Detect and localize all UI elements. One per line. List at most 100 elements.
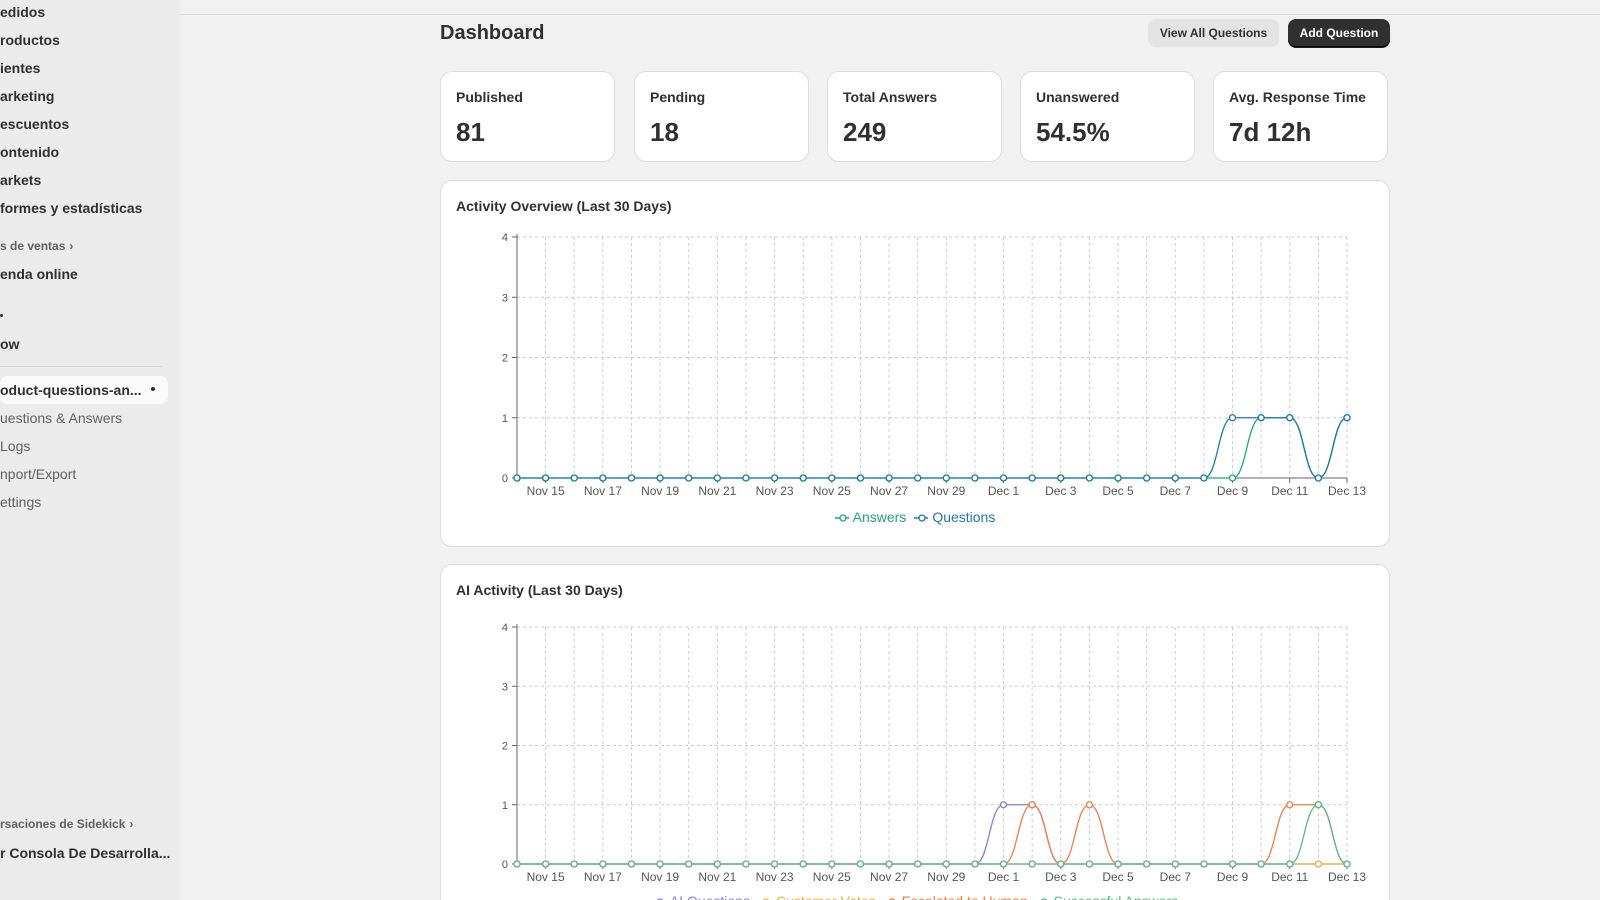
data-point[interactable] <box>1114 860 1122 868</box>
data-point[interactable] <box>971 474 979 482</box>
data-point[interactable] <box>856 474 865 482</box>
data-point[interactable] <box>1171 474 1179 482</box>
stat-label: Pending <box>650 89 706 105</box>
y-tick-label: 4 <box>502 232 508 244</box>
data-point[interactable] <box>1228 860 1237 868</box>
data-point[interactable] <box>1200 860 1208 868</box>
data-point[interactable] <box>1028 860 1036 868</box>
data-point[interactable] <box>770 474 779 482</box>
data-point[interactable] <box>1085 860 1094 868</box>
data-point[interactable] <box>1228 474 1237 482</box>
sidebar-subitem-logs[interactable]: Logs <box>0 438 31 454</box>
sidebar-item-dev-console[interactable]: r Consola De Desarrolla... <box>0 845 171 861</box>
sidekick-heading[interactable]: rsaciones de Sidekick › <box>0 812 133 836</box>
sidebar-item-marketing[interactable]: arketing <box>0 88 55 104</box>
data-point[interactable] <box>599 474 607 482</box>
data-point[interactable] <box>742 860 750 868</box>
data-point[interactable] <box>1286 860 1294 868</box>
data-point[interactable] <box>1057 474 1065 482</box>
data-point[interactable] <box>1057 860 1065 868</box>
sidebar-item-reports[interactable]: formes y estadísticas <box>0 200 143 216</box>
data-point[interactable] <box>685 860 693 868</box>
data-point[interactable] <box>1085 801 1094 809</box>
data-point[interactable] <box>770 860 779 868</box>
data-point[interactable] <box>1314 801 1323 809</box>
data-point[interactable] <box>1343 414 1351 422</box>
sidebar-item-online-store[interactable]: enda online <box>0 266 78 282</box>
data-point[interactable] <box>627 860 636 868</box>
data-point[interactable] <box>914 860 922 868</box>
legend-item[interactable]: Successful Answers <box>1036 891 1178 900</box>
data-point[interactable] <box>828 860 836 868</box>
sidebar-item-active-app[interactable] <box>0 376 168 404</box>
sidebar-item-active-app-label[interactable]: oduct-questions-an... <box>0 382 142 398</box>
sales-channels-heading[interactable]: s de ventas › <box>0 234 73 258</box>
legend-item[interactable]: Escalated to Human <box>884 891 1028 900</box>
sidebar-item-customers[interactable]: ientes <box>0 60 41 76</box>
data-point[interactable] <box>1171 860 1179 868</box>
data-point[interactable] <box>742 474 750 482</box>
data-point[interactable] <box>1257 860 1265 868</box>
data-point[interactable] <box>656 860 664 868</box>
data-point[interactable] <box>513 860 521 868</box>
data-point[interactable] <box>1114 474 1122 482</box>
data-point[interactable] <box>1343 860 1351 868</box>
sidebar-subitem-questions-answers[interactable]: uestions & Answers <box>0 410 123 426</box>
data-point[interactable] <box>513 474 521 482</box>
data-point[interactable] <box>570 860 578 868</box>
sidebar-item-discounts[interactable]: escuentos <box>0 116 70 132</box>
data-point[interactable] <box>1286 801 1294 809</box>
legend-item[interactable]: AI Questions <box>652 891 750 900</box>
data-point[interactable] <box>541 860 550 868</box>
sidebar-subitem-settings[interactable]: ettings <box>0 494 42 510</box>
series-line <box>517 804 1348 865</box>
legend-item[interactable]: Questions <box>914 507 995 527</box>
data-point[interactable] <box>713 474 721 482</box>
data-point[interactable] <box>828 474 836 482</box>
data-point[interactable] <box>1228 414 1237 422</box>
data-point[interactable] <box>570 474 578 482</box>
legend-item[interactable]: Answers <box>834 507 906 527</box>
x-tick-label: Dec 5 <box>1102 870 1134 884</box>
data-point[interactable] <box>1286 414 1294 422</box>
data-point[interactable] <box>942 860 950 868</box>
sidebar-item-content[interactable]: ontenido <box>0 144 60 160</box>
data-point[interactable] <box>656 474 664 482</box>
legend-item[interactable]: Customer Votes <box>758 891 876 900</box>
data-point[interactable] <box>1028 801 1036 809</box>
sidebar-item-products[interactable]: roductos <box>0 32 60 48</box>
add-question-button[interactable]: Add Question <box>1288 19 1390 47</box>
data-point[interactable] <box>541 474 550 482</box>
data-point[interactable] <box>999 801 1008 809</box>
data-point[interactable] <box>885 860 893 868</box>
data-point[interactable] <box>999 860 1008 868</box>
sidebar-item-app-hidden[interactable] <box>0 302 4 326</box>
view-all-questions-button[interactable]: View All Questions <box>1148 19 1279 47</box>
data-point[interactable] <box>1085 474 1094 482</box>
sidebar-subitem-import-export[interactable]: nport/Export <box>0 466 77 482</box>
data-point[interactable] <box>1200 474 1208 482</box>
data-point[interactable] <box>799 474 807 482</box>
data-point[interactable] <box>942 474 950 482</box>
data-point[interactable] <box>999 474 1008 482</box>
data-point[interactable] <box>713 860 721 868</box>
data-point[interactable] <box>627 474 636 482</box>
data-point[interactable] <box>599 860 607 868</box>
sidebar-item-app[interactable]: ow <box>0 336 20 352</box>
data-point[interactable] <box>799 860 807 868</box>
data-point[interactable] <box>1143 860 1151 868</box>
sidebar-item-orders[interactable]: edidos <box>0 4 46 20</box>
data-point[interactable] <box>1314 860 1323 868</box>
data-point[interactable] <box>1314 474 1323 482</box>
data-point[interactable] <box>914 474 922 482</box>
sidebar-item-markets[interactable]: arkets <box>0 172 42 188</box>
chevron-right-icon: › <box>129 817 134 831</box>
data-point[interactable] <box>885 474 893 482</box>
data-point[interactable] <box>856 860 865 868</box>
stat-card-unanswered: Unanswered 54.5% <box>1020 71 1195 162</box>
data-point[interactable] <box>1257 414 1265 422</box>
data-point[interactable] <box>1028 474 1036 482</box>
data-point[interactable] <box>1143 474 1151 482</box>
data-point[interactable] <box>685 474 693 482</box>
data-point[interactable] <box>971 860 979 868</box>
